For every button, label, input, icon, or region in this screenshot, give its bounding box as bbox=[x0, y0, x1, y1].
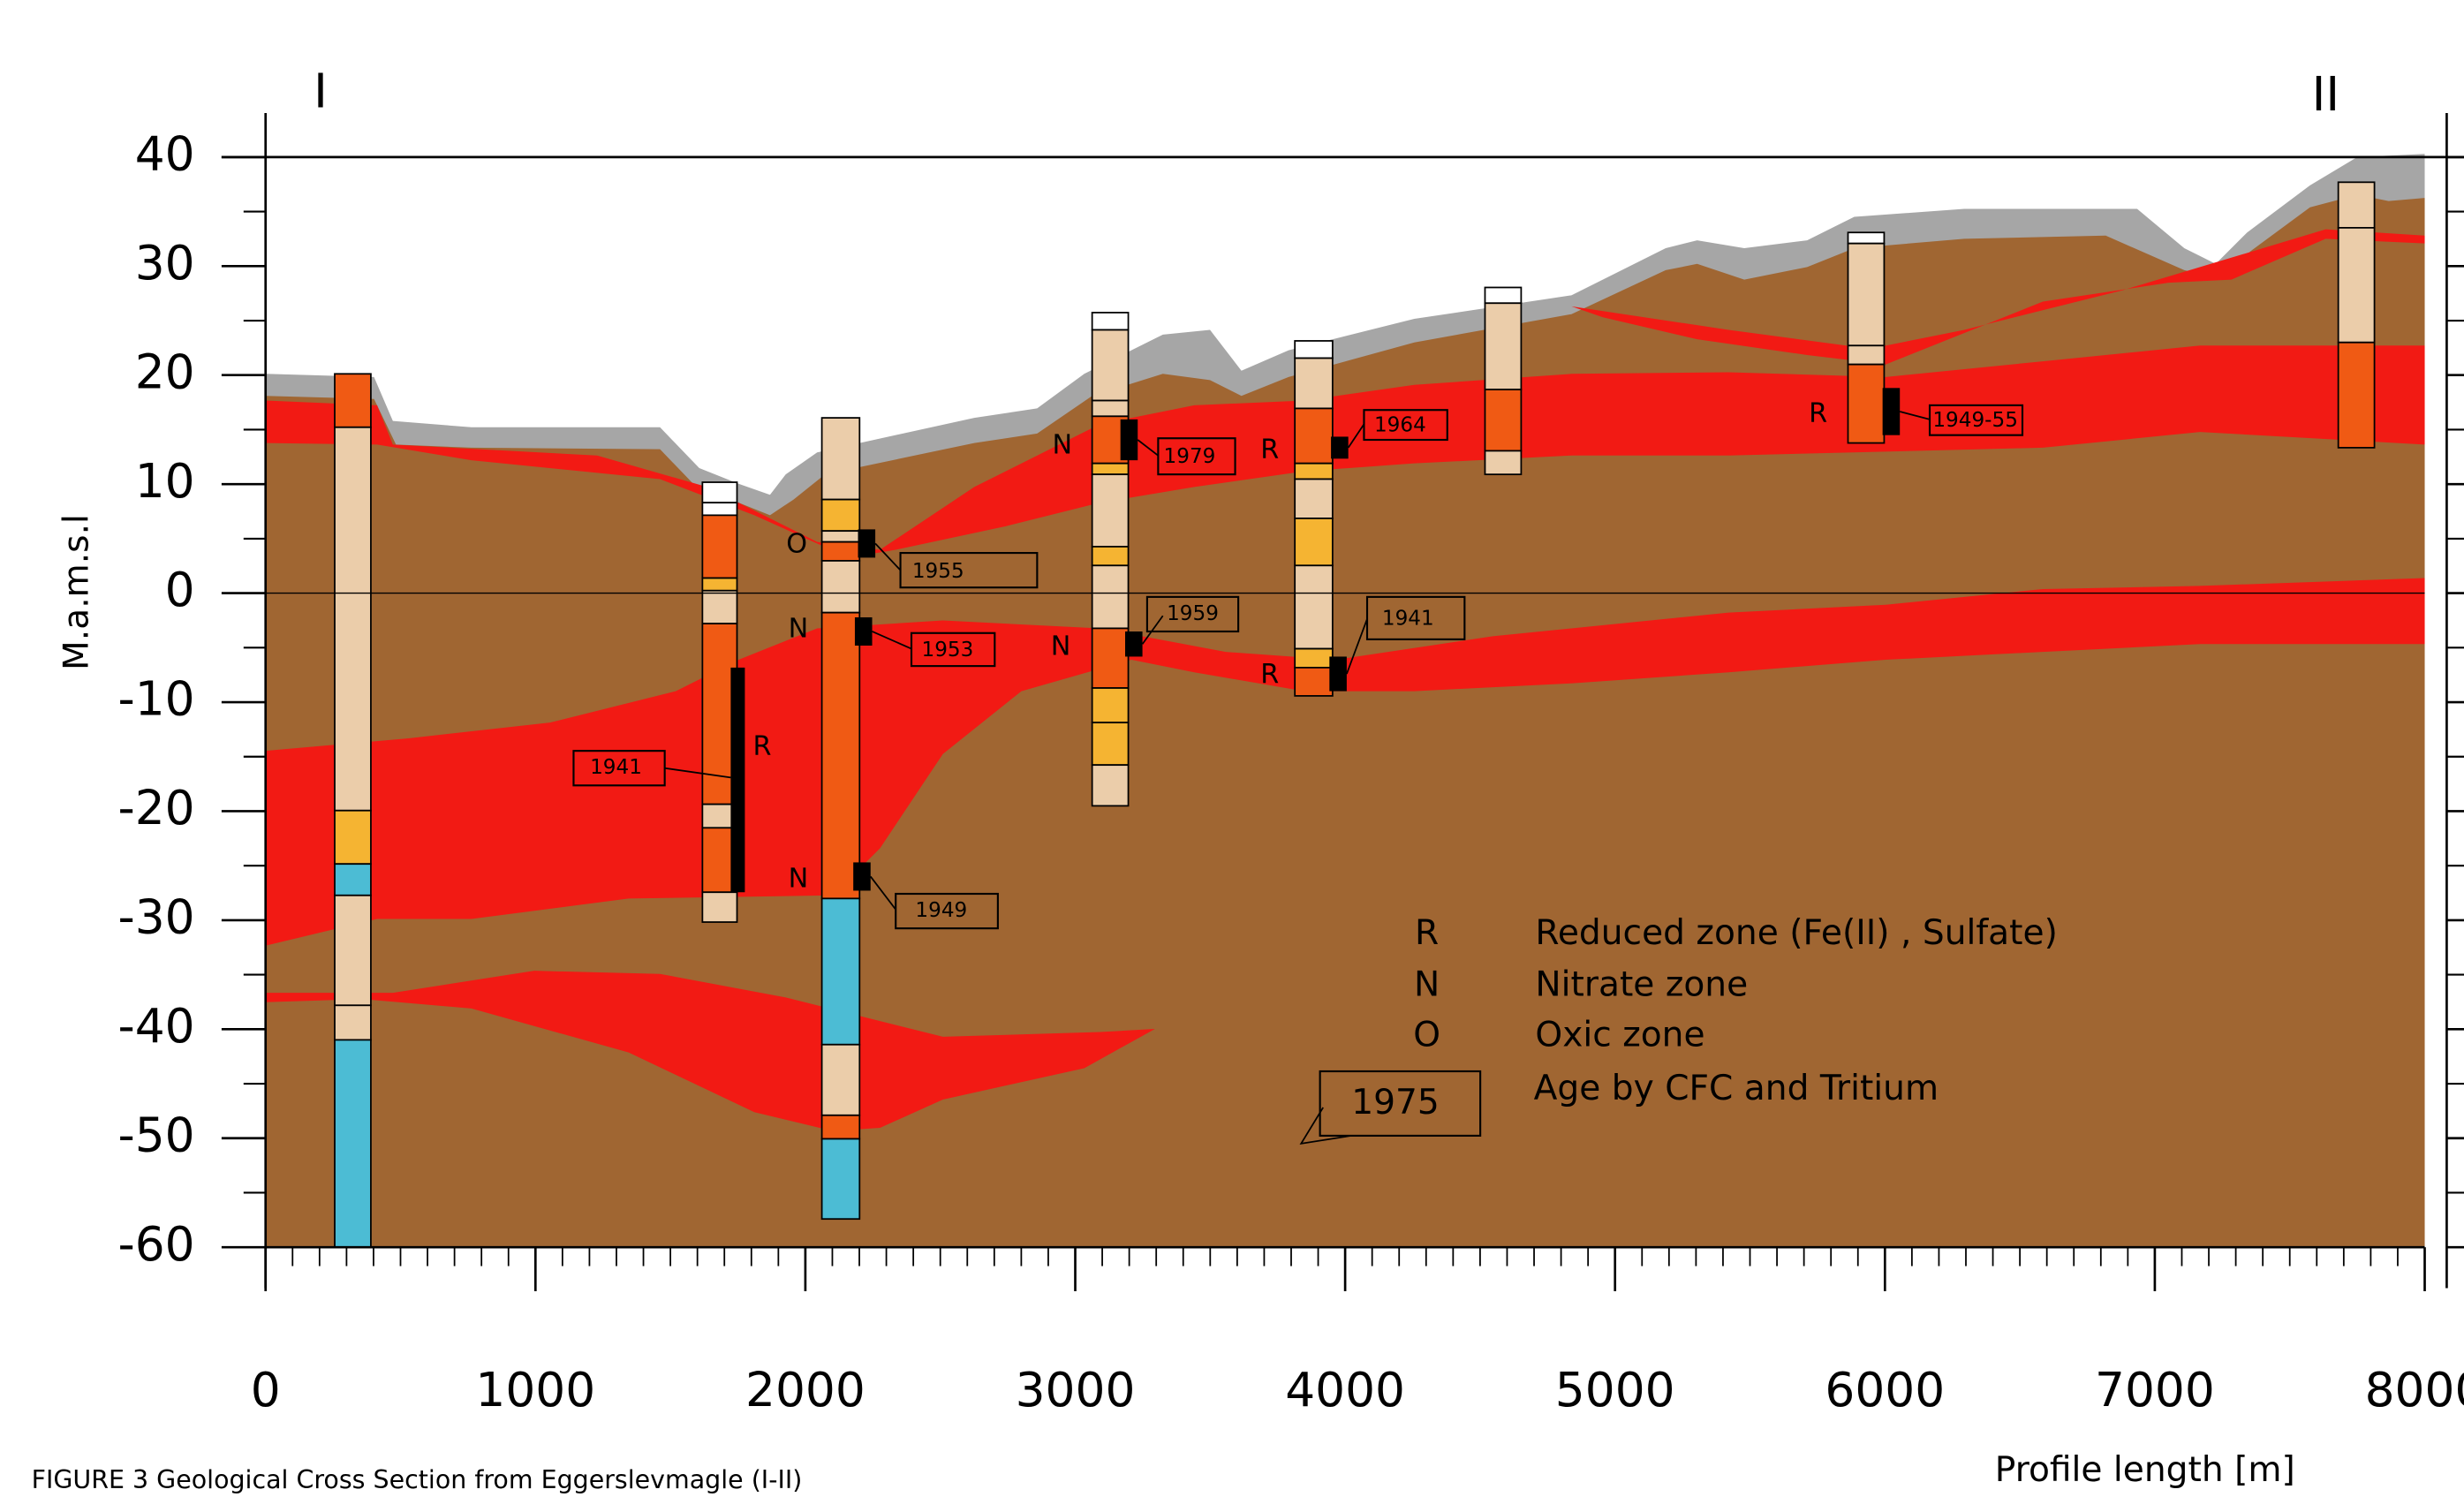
age-text: 1941 bbox=[1382, 607, 1434, 630]
age-text: 1953 bbox=[922, 639, 974, 662]
age-text: 1941 bbox=[590, 756, 642, 779]
borehole bbox=[822, 418, 860, 1219]
zone-label: R bbox=[1260, 659, 1279, 690]
age-text: 1959 bbox=[1167, 602, 1219, 625]
caption: FIGURE 3 Geological Cross Section from E… bbox=[32, 1465, 803, 1494]
y-tick-label: -60 bbox=[117, 1216, 194, 1272]
zone-label: N bbox=[789, 614, 809, 645]
zone-label: N bbox=[1051, 631, 1071, 662]
x-tick-label: 8000 bbox=[2365, 1362, 2464, 1418]
legend-text: Reduced zone (Fe(II) , Sulfate) bbox=[1535, 913, 2057, 953]
legend-symbol: N bbox=[1414, 964, 1440, 1004]
x-tick-label: 0 bbox=[251, 1362, 281, 1418]
y-tick-label: 20 bbox=[135, 344, 195, 399]
y-tick-label: -30 bbox=[117, 889, 194, 945]
legend-sample: 1975 bbox=[1351, 1083, 1440, 1123]
age-text: 1979 bbox=[1164, 445, 1216, 468]
section-label: II bbox=[2312, 66, 2339, 122]
x-tick-label: 5000 bbox=[1555, 1362, 1675, 1418]
zone-label: O bbox=[786, 529, 807, 560]
y-tick-label: -20 bbox=[117, 780, 194, 835]
y-axis-label: M.a.m.s.l bbox=[57, 514, 96, 670]
y-tick-label: -50 bbox=[117, 1107, 194, 1162]
legend-text: Oxic zone bbox=[1535, 1015, 1704, 1055]
y-tick-label: 30 bbox=[135, 235, 195, 291]
x-tick-label: 3000 bbox=[1016, 1362, 1136, 1418]
legend-symbol: R bbox=[1415, 913, 1439, 953]
borehole bbox=[1295, 341, 1333, 696]
cross-section-figure: 1955 1953 1949 1941 1979 1959 1964 1941 … bbox=[0, 0, 2464, 1497]
y-tick-label: 10 bbox=[135, 453, 195, 509]
x-tick-label: 4000 bbox=[1285, 1362, 1405, 1418]
age-text: 1955 bbox=[912, 560, 964, 583]
zone-label: R bbox=[1809, 398, 1827, 429]
x-axis-label: Profile length [m] bbox=[1995, 1450, 2295, 1490]
y-tick-label: 40 bbox=[135, 126, 195, 182]
zone-label: R bbox=[752, 731, 771, 762]
zone-label: R bbox=[1260, 435, 1279, 465]
borehole bbox=[2339, 182, 2375, 448]
legend-text: Age by CFC and Tritium bbox=[1534, 1069, 1939, 1108]
legend-symbol: O bbox=[1413, 1015, 1440, 1055]
legend-text: Nitrate zone bbox=[1535, 964, 1748, 1004]
section-label: I bbox=[314, 63, 328, 118]
borehole bbox=[1485, 287, 1521, 474]
zone-label: N bbox=[1053, 430, 1073, 461]
borehole bbox=[1092, 313, 1129, 805]
age-text: 1949-55 bbox=[1932, 409, 2018, 432]
x-tick-label: 6000 bbox=[1825, 1362, 1945, 1418]
y-tick-label: -40 bbox=[117, 998, 194, 1054]
zone-label: N bbox=[789, 864, 809, 895]
x-tick-label: 7000 bbox=[2095, 1362, 2215, 1418]
age-text: 1949 bbox=[915, 899, 967, 922]
x-tick-label: 2000 bbox=[745, 1362, 865, 1418]
age-text: 1964 bbox=[1374, 414, 1426, 437]
borehole bbox=[1848, 232, 1885, 442]
y-tick-label: 0 bbox=[165, 562, 195, 617]
borehole bbox=[335, 374, 371, 1247]
x-tick-label: 1000 bbox=[475, 1362, 595, 1418]
y-tick-label: -10 bbox=[117, 671, 194, 727]
